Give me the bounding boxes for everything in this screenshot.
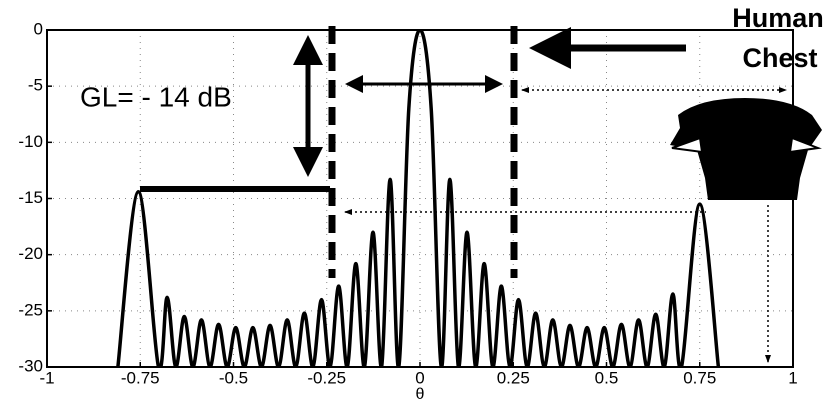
x-tick-label: 0.5 [595, 368, 619, 387]
x-tick-label: 0.75 [683, 368, 716, 387]
x-tick-label: 0.25 [497, 368, 530, 387]
x-tick-label: -0.5 [219, 368, 248, 387]
annotation: GL= - 14 dB [80, 81, 232, 112]
x-tick-label: 0 [415, 368, 424, 387]
y-tick-label: -25 [18, 300, 43, 319]
annotation-shapes [140, 26, 822, 363]
plot-area [116, 30, 721, 367]
annotation: Human [732, 3, 824, 33]
y-tick-label: -30 [18, 356, 43, 375]
x-tick-label: -0.75 [121, 368, 160, 387]
y-tick-label: 0 [34, 19, 43, 38]
annotation: Chest [742, 43, 817, 73]
chest-icon-detail [671, 136, 822, 154]
chest-icon [670, 98, 822, 200]
x-tick-label: 1 [788, 368, 797, 387]
line [116, 30, 721, 367]
y-tick-label: -10 [18, 132, 43, 151]
y-tick-label: -5 [28, 76, 43, 95]
x-tick-label: -1 [39, 368, 54, 387]
y-tick-label: -15 [18, 188, 43, 207]
x-tick-label: -0.25 [307, 368, 346, 387]
y-tick-label: -20 [18, 244, 43, 263]
x-axis-label: θ [416, 386, 425, 403]
